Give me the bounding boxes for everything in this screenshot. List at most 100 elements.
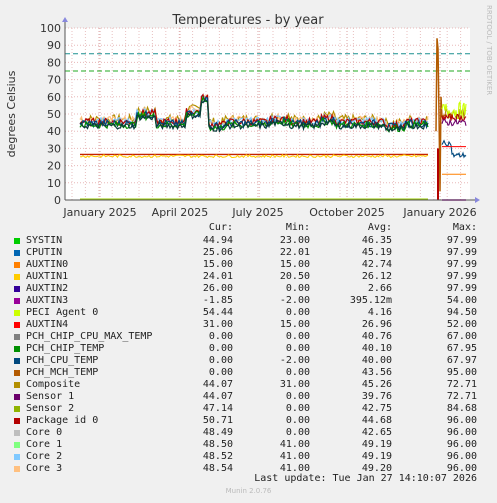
legend-swatch: [14, 466, 20, 472]
series-auxtin1: [79, 153, 429, 159]
legend-min-value: 41.00: [279, 463, 310, 474]
legend-row: Sensor 2 47.14 0.00 42.75 84.68: [0, 403, 497, 415]
y-tick-label: 30: [47, 142, 61, 155]
legend-avg-value: 40.76: [361, 331, 392, 342]
legend-max-value: 97.99: [446, 271, 477, 282]
y-tick-label: 100: [40, 22, 61, 35]
series-package-id-0-2026: [441, 113, 467, 122]
legend-min-value: 0.00: [285, 427, 310, 438]
legend-max-value: 97.99: [446, 259, 477, 270]
legend-cur-value: 44.07: [202, 391, 233, 402]
legend-max-value: 54.00: [446, 295, 477, 306]
legend-cur-value: -1.85: [202, 295, 233, 306]
legend-min-value: 0.00: [285, 415, 310, 426]
legend-min-value: 0.00: [285, 391, 310, 402]
legend-row: PCH_CHIP_TEMP 0.00 0.00 40.10 67.95: [0, 343, 497, 355]
legend-swatch: [14, 238, 20, 244]
legend-cur-value: 50.71: [202, 415, 233, 426]
legend-max-value: 72.71: [446, 379, 477, 390]
legend-max-value: 94.50: [446, 307, 477, 318]
legend-max-value: 96.00: [446, 463, 477, 474]
legend-cur-value: 0.00: [208, 331, 233, 342]
legend-label: PCH_MCH_TEMP: [26, 367, 99, 378]
legend-max-value: 97.99: [446, 235, 477, 246]
legend-row: AUXTIN0 15.00 15.00 42.74 97.99: [0, 259, 497, 271]
legend-avg-value: 45.26: [361, 379, 392, 390]
legend-max-value: 67.00: [446, 331, 477, 342]
legend-max-value: 97.99: [446, 283, 477, 294]
legend-cur-value: 24.01: [202, 271, 233, 282]
legend-avg-value: 49.19: [361, 451, 392, 462]
legend-swatch: [14, 322, 20, 328]
legend-max-value: 67.95: [446, 343, 477, 354]
legend-min-value: 0.00: [285, 307, 310, 318]
legend-max-value: 84.68: [446, 403, 477, 414]
legend-avg-value: 2.66: [367, 283, 392, 294]
legend-cur-value: 48.52: [202, 451, 233, 462]
legend-cur-value: 25.06: [202, 247, 233, 258]
legend-label: CPUTIN: [26, 247, 63, 258]
legend-label: Core 1: [26, 439, 63, 450]
legend-avg-value: 26.96: [361, 319, 392, 330]
legend-label: Core 0: [26, 427, 63, 438]
last-update: Last update: Tue Jan 27 14:10:07 2026: [254, 473, 477, 484]
legend-label: Core 3: [26, 463, 63, 474]
series-sensor-1: [441, 117, 467, 127]
legend-label: Core 2: [26, 451, 63, 462]
legend-label: PCH_CHIP_CPU_MAX_TEMP: [26, 331, 153, 342]
legend-cur-value: 44.07: [202, 379, 233, 390]
x-tick-label: April 2025: [152, 206, 209, 219]
avg-header: Avg:: [367, 222, 392, 233]
legend-avg-value: 26.12: [361, 271, 392, 282]
y-tick-label: 0: [54, 194, 61, 207]
min-header: Min:: [285, 222, 310, 233]
y-tick-label: 20: [47, 160, 61, 173]
legend-label: AUXTIN0: [26, 259, 69, 270]
max-header: Max:: [452, 222, 477, 233]
cur-header: Cur:: [208, 222, 233, 233]
legend-swatch: [14, 298, 20, 304]
legend-avg-value: 49.20: [361, 463, 392, 474]
legend-min-value: 0.00: [285, 367, 310, 378]
legend-swatch: [14, 262, 20, 268]
y-tick-label: 40: [47, 125, 61, 138]
legend-cur-value: 31.00: [202, 319, 233, 330]
legend-avg-value: 49.19: [361, 439, 392, 450]
legend-min-value: 20.50: [279, 271, 310, 282]
series-systin: [79, 99, 429, 133]
legend-row: AUXTIN2 26.00 0.00 2.66 97.99: [0, 283, 497, 295]
legend-max-value: 97.99: [446, 247, 477, 258]
legend-avg-value: 40.00: [361, 355, 392, 366]
legend-row: PCH_CHIP_CPU_MAX_TEMP 0.00 0.00 40.76 67.00: [0, 331, 497, 343]
legend-cur-value: 54.44: [202, 307, 233, 318]
legend-label: AUXTIN3: [26, 295, 69, 306]
legend-min-value: 22.01: [279, 247, 310, 258]
legend-label: PECI Agent 0: [26, 307, 99, 318]
legend-label: AUXTIN1: [26, 271, 69, 282]
legend-row: AUXTIN3 -1.85 -2.00 395.12m 54.00: [0, 295, 497, 307]
legend-row: Core 0 48.49 0.00 42.65 96.00: [0, 427, 497, 439]
y-tick-label: 50: [47, 108, 61, 121]
legend-avg-value: 40.10: [361, 343, 392, 354]
x-tick-label: January 2025: [62, 206, 136, 219]
legend-row: PECI Agent 0 54.44 0.00 4.16 94.50: [0, 307, 497, 319]
legend-row: PCH_MCH_TEMP 0.00 0.00 43.56 95.00: [0, 367, 497, 379]
y-tick-label: 10: [47, 177, 61, 190]
legend-swatch: [14, 454, 20, 460]
legend-avg-value: 39.76: [361, 391, 392, 402]
x-tick-label: January 2026: [402, 206, 476, 219]
legend-swatch: [14, 382, 20, 388]
legend-min-value: 0.00: [285, 331, 310, 342]
legend-cur-value: 48.54: [202, 463, 233, 474]
legend-swatch: [14, 442, 20, 448]
y-tick-label: 90: [47, 39, 61, 52]
legend-row: Core 1 48.50 41.00 49.19 96.00: [0, 439, 497, 451]
legend-min-value: 0.00: [285, 283, 310, 294]
legend-swatch: [14, 406, 20, 412]
legend-avg-value: 4.16: [367, 307, 392, 318]
legend-row: Sensor 1 44.07 0.00 39.76 72.71: [0, 391, 497, 403]
legend-avg-value: 44.68: [361, 415, 392, 426]
legend-avg-value: 395.12m: [349, 295, 392, 306]
x-axis-arrow: [475, 197, 480, 203]
legend-cur-value: 48.50: [202, 439, 233, 450]
